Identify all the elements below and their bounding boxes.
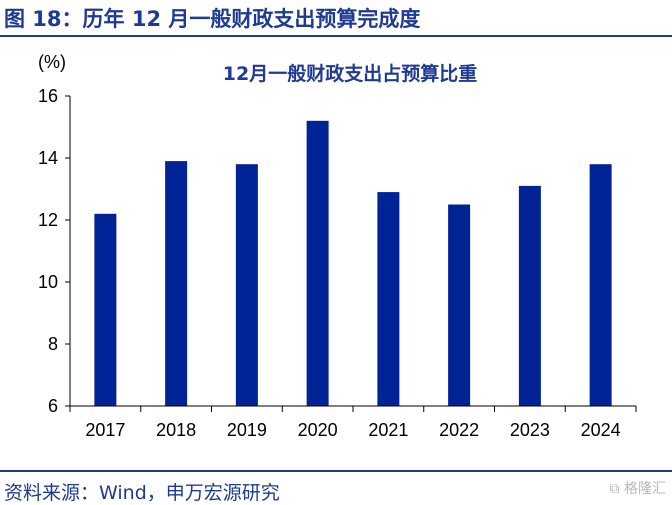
bar-2020	[306, 120, 329, 407]
y-axis-unit-label: (%)	[38, 52, 66, 72]
y-tick-label: 6	[48, 396, 58, 416]
x-tick-label: 2018	[156, 420, 196, 440]
watermark-logo: ⧉ 格隆汇	[609, 481, 666, 497]
x-axis: 2017 2018 2019 2020 2021 2022 2023 2024	[69, 405, 637, 440]
source-note: 资料来源：Wind，申万宏源研究	[4, 482, 280, 504]
x-tick-label: 2019	[227, 420, 267, 440]
bar-2024	[589, 164, 612, 406]
watermark-text: 格隆汇	[624, 481, 666, 497]
bar-2022	[448, 204, 471, 406]
bar-2018	[165, 161, 188, 406]
x-tick-label: 2017	[85, 420, 125, 440]
y-tick-label: 16	[38, 86, 58, 106]
figure-header: 图 18：历年 12 月一般财政支出预算完成度	[0, 0, 672, 38]
bar-2021	[377, 192, 400, 406]
x-tick-label: 2022	[439, 420, 479, 440]
footer-divider	[0, 470, 672, 472]
x-tick-label: 2024	[581, 420, 621, 440]
y-tick-label: 12	[38, 210, 58, 230]
x-tick-label: 2023	[510, 420, 550, 440]
bar-2023	[518, 185, 541, 406]
bar-2019	[235, 164, 258, 406]
bar-2017	[94, 213, 117, 406]
header-divider	[0, 35, 672, 37]
bar-series	[94, 120, 612, 407]
y-axis: 6 8 10 12 14 16	[38, 86, 71, 416]
y-tick-label: 10	[38, 272, 58, 292]
y-tick-label: 8	[48, 334, 58, 354]
figure-title: 图 18：历年 12 月一般财政支出预算完成度	[4, 7, 421, 31]
chart-title: 12月一般财政支出占预算比重	[223, 62, 477, 85]
x-tick-label: 2021	[368, 420, 408, 440]
y-tick-label: 14	[38, 148, 58, 168]
x-tick-label: 2020	[298, 420, 338, 440]
